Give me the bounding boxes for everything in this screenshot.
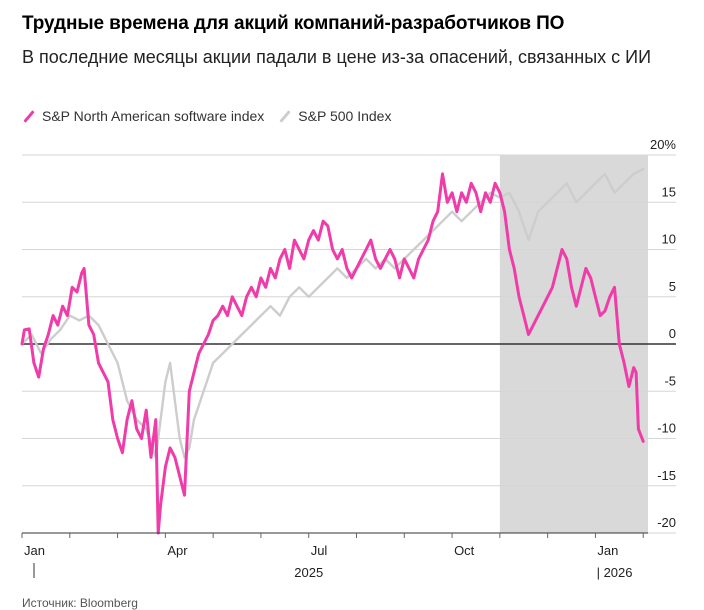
y-tick-label: 15 [662,184,676,199]
x-year-label: 2025 [294,565,323,580]
x-axis-ticks: Jan Apr Jul Oct Jan 2025 | 2026 [21,532,648,580]
x-year-label: | 2026 [597,565,633,580]
legend-item-sp500: S&P 500 Index [278,108,391,124]
y-tick-label: 10 [662,232,676,247]
legend-item-software: S&P North American software index [22,108,264,124]
y-tick-label: -20 [657,515,676,530]
x-tick-label: Jul [311,543,328,558]
legend-label-sp500: S&P 500 Index [298,108,392,124]
x-tick-label: Apr [167,543,188,558]
x-tick-label: Oct [454,543,475,558]
x-tick-label: Jan [597,543,618,558]
legend-label-software: S&P North American software index [42,108,265,124]
chart-subtitle: В последние месяцы акции падали в цене и… [22,47,652,67]
y-tick-label: -10 [657,421,676,436]
source-note: Источник: Bloomberg [22,596,138,610]
y-tick-label: -5 [664,373,676,388]
chart-title: Трудные времена для акций компаний-разра… [22,13,565,34]
x-tick-label: Jan [24,543,45,558]
y-tick-label: 20% [650,137,676,152]
y-tick-label: -15 [657,468,676,483]
y-tick-label: 5 [669,279,676,294]
y-axis-ticks: 20% 15 10 5 0 -5 -10 -15 -20 [650,137,676,530]
y-tick-label: 0 [669,326,676,341]
series-lines [20,167,645,535]
legend: S&P North American software index S&P 50… [22,106,405,126]
software-index-line [20,172,645,535]
